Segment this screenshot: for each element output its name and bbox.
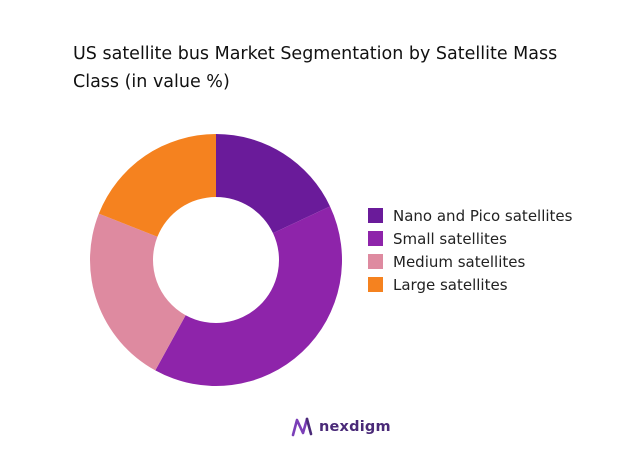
brand-name: nexdigm <box>319 419 391 435</box>
donut-slice-4 <box>98 134 216 237</box>
legend-swatch <box>368 208 383 223</box>
legend-item-medium: Medium satellites <box>368 250 572 273</box>
chart-title: US satellite bus Market Segmentation by … <box>73 44 558 92</box>
donut-slice-1 <box>216 134 331 234</box>
legend-swatch <box>368 231 383 246</box>
legend-swatch <box>368 277 383 292</box>
donut-slice-3 <box>90 213 186 371</box>
legend-item-nano-pico: Nano and Pico satellites <box>368 204 572 227</box>
legend-swatch <box>368 254 383 269</box>
legend-label: Large satellites <box>393 275 508 294</box>
chart-legend: Nano and Pico satellites Small satellite… <box>368 204 572 296</box>
legend-item-small: Small satellites <box>368 227 572 250</box>
legend-label: Medium satellites <box>393 252 526 271</box>
legend-label: Nano and Pico satellites <box>393 206 573 225</box>
brand-logo: nexdigm <box>291 417 391 437</box>
nexdigm-logo-icon <box>291 417 313 437</box>
legend-label: Small satellites <box>393 229 507 248</box>
legend-item-large: Large satellites <box>368 273 572 296</box>
donut-slice-2 <box>155 206 343 387</box>
